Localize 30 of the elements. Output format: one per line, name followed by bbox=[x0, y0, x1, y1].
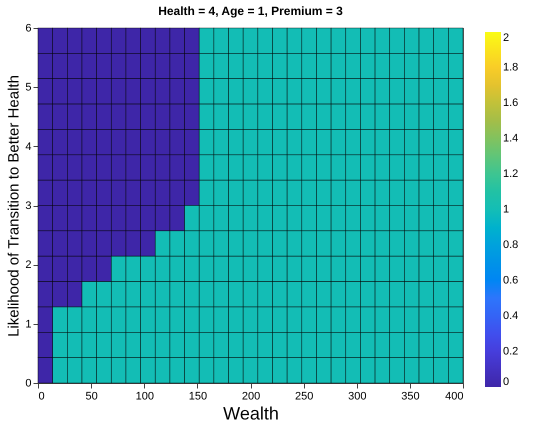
color-bar-label: 1.8 bbox=[503, 62, 518, 74]
color-bar-label: 1.4 bbox=[503, 132, 518, 144]
color-bar-label: 0 bbox=[503, 376, 510, 388]
color-bar-label: 0.4 bbox=[503, 310, 518, 322]
color-bar-label: 2 bbox=[503, 32, 510, 44]
y-tick-label: 6 bbox=[25, 22, 32, 34]
y-tick-label: 0 bbox=[25, 378, 32, 390]
y-tick-label: 3 bbox=[25, 200, 32, 212]
y-tick-label: 1 bbox=[25, 318, 32, 330]
color-bar-label: 0.2 bbox=[503, 346, 518, 358]
x-tick-label: 0 bbox=[38, 390, 45, 402]
color-bar-label: 0.8 bbox=[503, 239, 518, 251]
x-axis-title: Wealth bbox=[223, 404, 279, 424]
chart-title: Health = 4, Age = 1, Premium = 3 bbox=[158, 4, 344, 18]
y-tick-label: 2 bbox=[25, 259, 32, 272]
x-tick-label: 300 bbox=[348, 390, 366, 402]
x-tick-label: 200 bbox=[242, 390, 260, 402]
color-bar-label: 1 bbox=[503, 204, 510, 216]
color-bar-label: 1.6 bbox=[503, 97, 518, 109]
y-tick-label: 5 bbox=[25, 82, 32, 94]
y-tick-label: 4 bbox=[25, 140, 32, 153]
color-bar-label: 0.6 bbox=[503, 274, 518, 286]
x-tick-label: 100 bbox=[136, 390, 154, 402]
x-tick-label: 400 bbox=[445, 390, 464, 402]
x-tick-label: 50 bbox=[86, 390, 98, 402]
color-bar-label: 1.2 bbox=[503, 168, 518, 180]
y-axis-title: Likelihood of Transition to Better Health bbox=[5, 75, 22, 337]
x-tick-label: 150 bbox=[188, 390, 208, 402]
x-tick-label: 350 bbox=[401, 390, 420, 402]
x-tick-label: 250 bbox=[294, 390, 314, 402]
